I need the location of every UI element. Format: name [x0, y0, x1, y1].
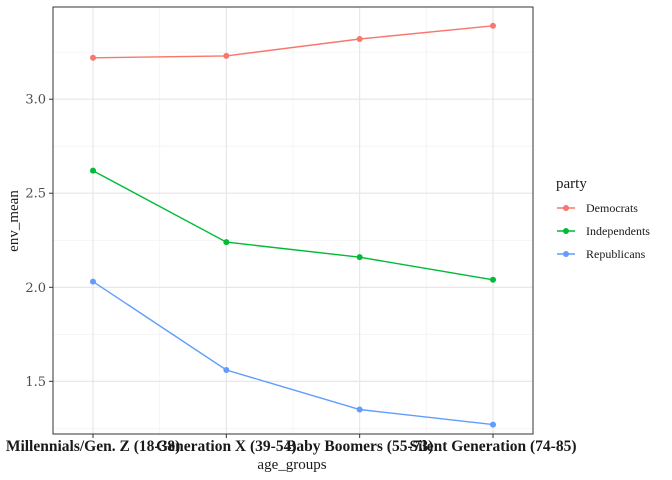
data-point-independents: [90, 167, 96, 174]
legend-title: party: [556, 176, 587, 192]
legend-label: Republicans: [586, 247, 646, 261]
series-line-democrats: [92, 25, 494, 59]
plot-panel: [52, 6, 534, 435]
legend-key-point: [563, 228, 569, 234]
data-layer: [90, 22, 496, 428]
y-tick-label: 2.5: [25, 187, 46, 202]
data-point-independents: [490, 276, 496, 283]
x-tick-label: Millennials/Gen. Z (18-38): [6, 438, 180, 455]
data-point-independents: [356, 254, 363, 261]
data-point-democrats: [490, 22, 496, 29]
series-line-independents: [92, 170, 494, 281]
data-point-republicans: [490, 421, 496, 428]
y-tick-label: 1.5: [25, 375, 46, 390]
x-tick-label: Generation X (39-54): [156, 438, 296, 455]
x-axis-ticks: Millennials/Gen. Z (18-38)Generation X (…: [6, 434, 577, 455]
data-point-republicans: [90, 278, 96, 285]
y-tick-label: 2.0: [25, 281, 46, 296]
y-tick-label: 3.0: [25, 93, 46, 108]
data-point-independents: [223, 239, 230, 246]
legend-key-point: [563, 251, 569, 257]
y-axis-title: env_mean: [6, 190, 22, 252]
legend-label: Independents: [586, 224, 650, 238]
panel-border: [52, 6, 534, 435]
x-tick-label: Baby Boomers (55-73): [286, 438, 433, 455]
series-line-republicans: [92, 281, 494, 426]
data-point-republicans: [356, 406, 363, 413]
data-point-republicans: [223, 367, 230, 374]
data-point-democrats: [356, 35, 363, 42]
data-point-democrats: [223, 52, 230, 59]
legend-key-point: [563, 205, 569, 211]
y-axis-ticks: 1.5 2.0 2.5 3.0: [25, 93, 53, 390]
legend: party Democrats Independents Republicans: [556, 176, 650, 261]
x-axis-title: age_groups: [257, 457, 326, 473]
x-tick-label: Silent Generation (74-85): [409, 438, 576, 455]
data-point-democrats: [90, 54, 96, 61]
legend-label: Democrats: [586, 201, 638, 215]
